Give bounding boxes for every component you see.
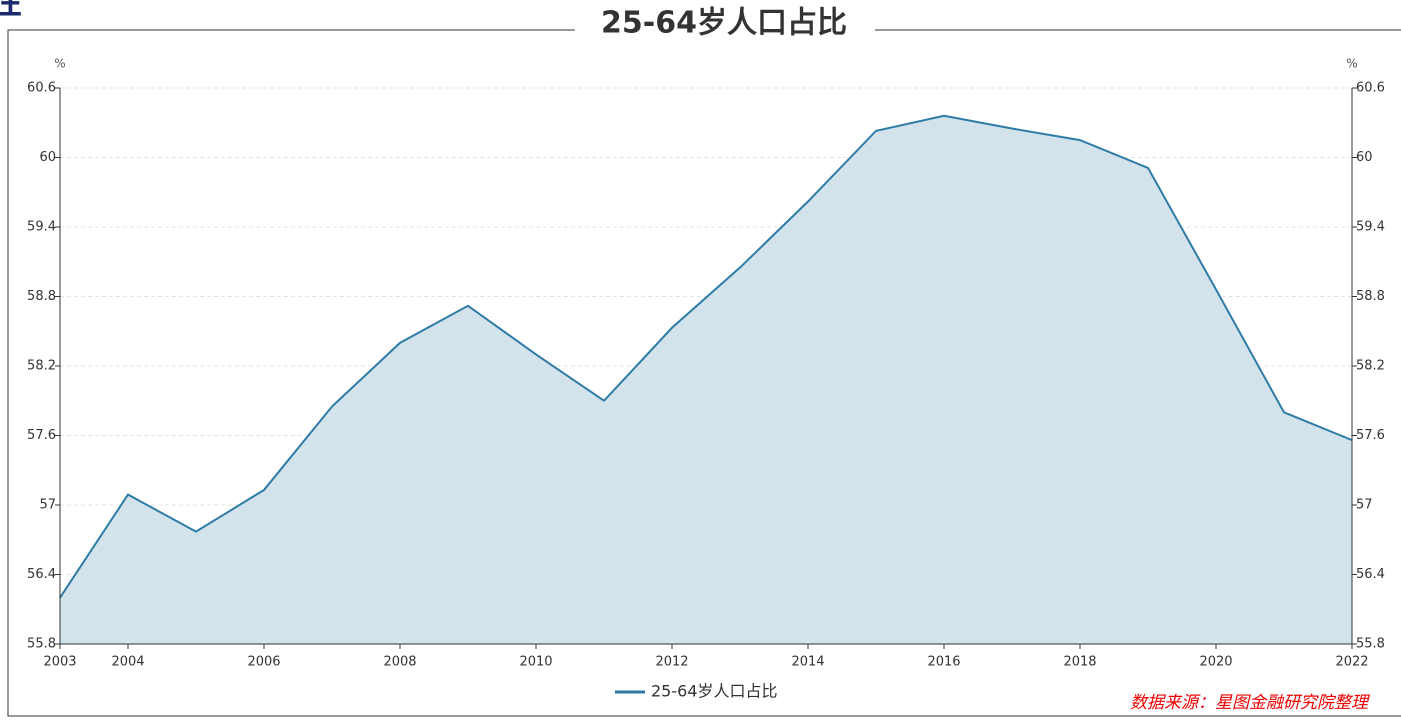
y-tick-label: 60.6: [27, 81, 56, 96]
x-tick-label: 2010: [519, 655, 552, 670]
y2-tick-label: 57.6: [1356, 428, 1385, 443]
x-tick-label: 2003: [43, 655, 76, 670]
y2-tick-label: 60.6: [1356, 81, 1385, 96]
y2-tick-label: 60: [1356, 150, 1373, 165]
legend-label: 25-64岁人口占比: [651, 682, 778, 701]
x-tick-label: 2022: [1335, 655, 1368, 670]
y2-unit: %: [1346, 57, 1357, 71]
x-tick-label: 2012: [655, 655, 688, 670]
y2-tick-label: 58.2: [1356, 359, 1385, 374]
y-tick-label: 56.4: [27, 567, 56, 582]
y2-tick-label: 57: [1356, 498, 1373, 513]
y-tick-label: 57: [39, 498, 56, 513]
x-tick-label: 2006: [247, 655, 280, 670]
x-tick-label: 2014: [791, 655, 824, 670]
y-tick-label: 55.8: [27, 637, 56, 652]
y-tick-label: 59.4: [27, 220, 56, 235]
title-bg: [575, 2, 875, 46]
x-tick-label: 2020: [1199, 655, 1232, 670]
line: [59, 114, 1353, 599]
y-tick-label: 58.2: [27, 359, 56, 374]
y-tick-label: 57.6: [27, 428, 56, 443]
y2-tick-label: 58.8: [1356, 289, 1385, 304]
y2-tick-label: 55.8: [1356, 637, 1385, 652]
x-tick-label: 2008: [383, 655, 416, 670]
x-tick-label: 2004: [111, 655, 144, 670]
y2-tick-label: 59.4: [1356, 220, 1385, 235]
y-unit: %: [54, 57, 65, 71]
area: [60, 115, 1352, 645]
y2-tick-label: 56.4: [1356, 567, 1385, 582]
x-tick-label: 2018: [1063, 655, 1096, 670]
page-heading-fragment: 性: [0, 0, 22, 23]
y-tick-label: 58.8: [27, 289, 56, 304]
source-note: 数据来源：星图金融研究院整理: [1130, 693, 1370, 713]
y-tick-label: 60: [39, 150, 56, 165]
chart-title: 25-64岁人口占比: [601, 6, 847, 41]
x-tick-label: 2016: [927, 655, 960, 670]
